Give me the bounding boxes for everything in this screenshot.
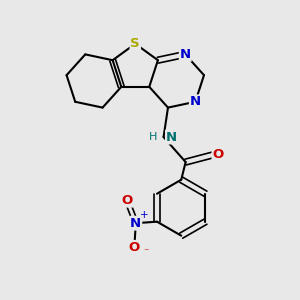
Text: O: O — [129, 241, 140, 254]
Text: +: + — [140, 210, 148, 220]
Text: N: N — [166, 130, 177, 143]
Text: ⁻: ⁻ — [144, 248, 149, 258]
Text: N: N — [190, 95, 201, 108]
Text: O: O — [212, 148, 224, 161]
Text: N: N — [130, 217, 141, 230]
Text: H: H — [149, 132, 157, 142]
Text: N: N — [180, 48, 191, 61]
Text: S: S — [130, 37, 140, 50]
Text: O: O — [121, 194, 133, 207]
